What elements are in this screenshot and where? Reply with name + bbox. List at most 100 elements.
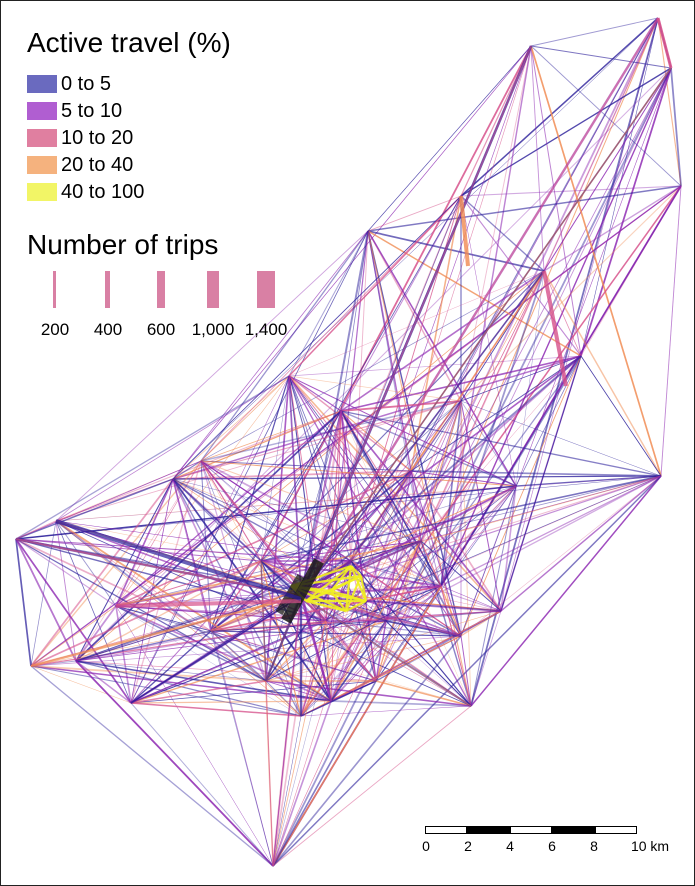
desire-line — [410, 470, 442, 587]
desire-line — [55, 520, 117, 607]
desire-line — [420, 270, 545, 542]
size-key-label: 400 — [93, 320, 123, 339]
desire-line — [130, 680, 377, 704]
desire-line — [300, 585, 442, 717]
desire-line — [272, 705, 472, 867]
scale-label: 6 — [548, 838, 556, 854]
desire-line — [288, 375, 502, 612]
desire-line — [15, 520, 57, 540]
desire-line — [130, 620, 387, 704]
desire-line — [210, 630, 267, 682]
desire-line — [55, 520, 132, 704]
desire-line — [657, 17, 682, 187]
desire-line — [15, 538, 77, 662]
desire-line — [300, 195, 462, 597]
desire-line — [15, 460, 202, 540]
desire-line — [172, 230, 369, 480]
desire-line — [440, 585, 462, 637]
desire-line — [15, 478, 174, 540]
desire-line — [260, 560, 377, 682]
desire-line — [367, 230, 545, 272]
desire-line — [55, 520, 77, 662]
desire-line — [460, 400, 662, 477]
scale-label: 4 — [506, 838, 514, 854]
desire-line — [300, 620, 387, 717]
desire-line — [172, 478, 442, 587]
desire-line — [30, 665, 132, 704]
desire-line — [660, 185, 682, 477]
desire-line — [115, 560, 262, 607]
desire-line — [115, 478, 174, 607]
desire-line — [15, 538, 32, 667]
desire-line — [210, 620, 327, 632]
desire-line — [375, 67, 672, 682]
desire-line — [530, 45, 582, 357]
desire-line — [288, 195, 462, 377]
desire-line — [300, 595, 472, 707]
desire-line — [340, 410, 412, 472]
size-key-label: 1,000 — [191, 320, 235, 339]
colour-legend-item: 20 to 40 — [27, 154, 133, 176]
desire-line — [410, 195, 462, 472]
desire-line — [15, 538, 262, 562]
desire-line — [55, 520, 262, 562]
desire-line — [210, 630, 462, 637]
desire-line — [272, 67, 672, 867]
desire-line — [515, 475, 662, 487]
desire-line — [55, 410, 342, 522]
desire-line — [130, 620, 327, 704]
desire-line — [410, 470, 422, 542]
desire-line — [300, 595, 377, 682]
desire-line — [367, 195, 462, 232]
desire-line — [300, 595, 502, 612]
desire-line — [115, 475, 662, 607]
scale-label: 8 — [590, 838, 598, 854]
legend-label: 5 to 10 — [61, 99, 123, 122]
desire-line — [265, 610, 502, 682]
desire-line — [367, 45, 532, 232]
desire-line — [300, 270, 545, 717]
desire-line — [460, 400, 472, 707]
desire-line — [115, 605, 132, 704]
desire-line — [460, 195, 517, 487]
desire-line — [340, 195, 462, 412]
desire-line — [75, 660, 132, 704]
desire-line — [265, 620, 387, 682]
legend-swatch — [27, 183, 57, 201]
desire-line — [420, 355, 582, 542]
desire-line — [470, 485, 517, 707]
legend-label: 0 to 5 — [61, 72, 112, 95]
desire-line — [530, 45, 662, 477]
desire-line — [350, 400, 462, 562]
desire-line — [420, 67, 672, 542]
desire-line — [265, 485, 517, 682]
desire-line — [115, 605, 267, 682]
desire-line — [75, 660, 302, 717]
desire-line — [288, 375, 302, 597]
desire-line — [340, 400, 462, 412]
desire-line — [530, 45, 672, 69]
desire-line — [15, 538, 212, 632]
desire-line — [210, 630, 302, 717]
desire-line — [420, 540, 502, 612]
desire-line — [281, 558, 324, 624]
desire-line — [30, 478, 174, 667]
desire-line — [55, 520, 212, 632]
desire-line — [299, 595, 333, 702]
desire-line — [115, 540, 422, 607]
desire-line — [325, 620, 472, 707]
desire-line — [30, 595, 302, 667]
desire-line — [172, 478, 332, 702]
desire-line — [340, 410, 472, 707]
desire-line — [340, 270, 545, 412]
desire-line — [265, 680, 332, 702]
desire-line — [460, 485, 517, 637]
desire-line — [272, 595, 302, 867]
desire-line — [260, 560, 332, 702]
desire-line — [115, 605, 387, 622]
desire-line — [55, 519, 302, 601]
desire-line — [330, 400, 462, 702]
scale-label: 10 km — [630, 838, 670, 854]
desire-line — [470, 475, 662, 707]
